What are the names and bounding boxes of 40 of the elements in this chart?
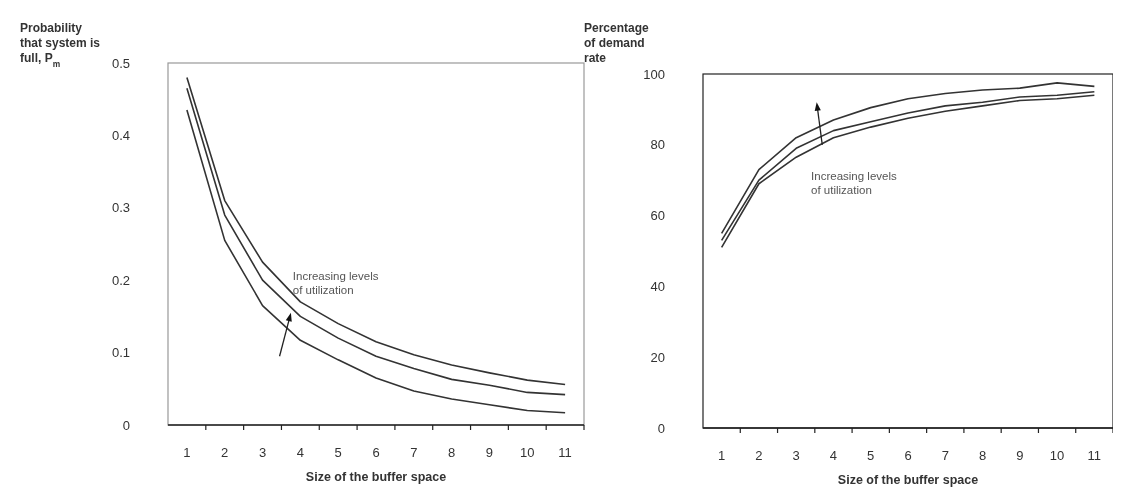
x-tick-label: 8 [978,448,987,463]
x-tick-label: 7 [941,448,949,463]
x-tick-label: 9 [485,445,494,460]
y-tick-label: 0.2 [111,272,130,288]
x-axis-title: Size of the buffer space [837,473,979,487]
annotation: Increasing levels of utilization [811,170,897,197]
x-tick-label: 10 [520,445,535,460]
y-tick-label: 20 [650,349,665,365]
x-tick-label: 8 [448,445,456,460]
x-tick-label: 9 [1016,448,1024,463]
y-tick-label: 80 [650,137,665,153]
y-axis-title: Percentage of demand rate [584,21,650,65]
y-tick-label: 40 [650,278,665,294]
x-tick-label: 1 [718,448,726,463]
x-tick-label: 5 [334,445,342,460]
x-tick-label: 5 [867,448,875,463]
x-tick-label: 11 [1087,448,1102,463]
y-tick-label: 60 [650,208,665,224]
x-tick-label: 4 [296,445,304,460]
x-axis-title: Size of the buffer space [305,470,447,484]
y-tick-label: 0.5 [111,55,130,71]
y-tick-label: 100 [643,66,665,82]
y-tick-label: 0.1 [111,345,130,361]
x-tick-label: 10 [1049,448,1065,463]
x-tick-label: 3 [258,445,267,460]
x-tick-label: 7 [410,445,418,460]
x-tick-label: 2 [755,448,763,463]
x-tick-label: 6 [904,448,912,463]
y-tick-label: 0 [122,417,130,433]
annotation: Increasing levels of utilization [292,270,379,297]
y-tick-label: 0.4 [111,127,130,143]
y-tick-label: 0.3 [111,200,130,216]
y-tick-label: 0 [657,420,665,436]
x-tick-label: 4 [829,448,838,463]
x-tick-label: 6 [372,445,380,460]
x-tick-label: 1 [183,445,191,460]
y-axis-title: Probability that system is full, P$_{m}$ [20,21,101,69]
x-tick-label: 3 [792,448,800,463]
x-tick-label: 11 [558,445,572,460]
x-tick-label: 2 [221,445,229,460]
